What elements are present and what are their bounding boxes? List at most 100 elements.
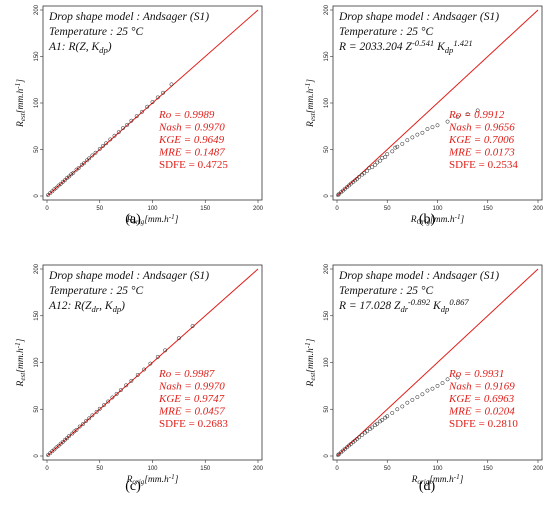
data-point (142, 367, 147, 372)
data-point (87, 416, 92, 421)
annotation-line: Temperature : 25 °C (339, 285, 433, 297)
x-tick-label: 150 (200, 466, 211, 472)
data-point (365, 429, 370, 434)
data-point (155, 354, 160, 359)
data-point (373, 162, 378, 167)
x-axis-label: Rorig[mm.h-1] (126, 213, 179, 226)
data-point (76, 166, 81, 171)
y-axis-label: Rest[mm.h-1] (14, 338, 27, 387)
data-point (378, 158, 383, 163)
y-axis-label: Rest[mm.h-1] (304, 79, 317, 128)
data-point (395, 144, 400, 149)
data-point (435, 383, 440, 388)
data-point (90, 413, 95, 418)
data-point (370, 165, 375, 170)
data-point (67, 434, 72, 438)
y-axis-label: Rest[mm.h-1] (14, 79, 27, 128)
data-point (145, 104, 150, 109)
data-point (48, 451, 53, 456)
data-point (100, 144, 105, 148)
y-tick-label: 200 (34, 4, 40, 15)
data-point (114, 391, 119, 396)
y-tick-label: 0 (324, 194, 330, 198)
y-tick-label: 50 (34, 146, 40, 153)
x-tick-label: 150 (483, 206, 494, 212)
y-tick-label: 100 (34, 97, 40, 108)
one-to-one-line (336, 9, 539, 197)
y-tick-label: 50 (324, 146, 330, 153)
x-tick-label: 150 (483, 466, 494, 472)
data-point (140, 109, 144, 114)
data-point (440, 381, 445, 386)
statistic-label: MRE = 0.0204 (448, 406, 515, 418)
data-point (445, 119, 450, 124)
data-point (56, 443, 61, 448)
one-to-one-line (336, 268, 539, 457)
data-point (97, 406, 102, 411)
data-point (405, 400, 410, 405)
data-point (190, 324, 195, 328)
statistic-label: SDFE = 0.2534 (449, 159, 518, 171)
x-tick-label: 0 (335, 206, 339, 212)
data-point (375, 160, 380, 165)
data-point (420, 392, 425, 397)
data-point (150, 100, 155, 105)
data-point (90, 153, 95, 158)
data-point (405, 138, 410, 143)
data-point (54, 185, 59, 190)
data-point (116, 130, 121, 135)
annotation-line: Drop shape model : Andsager (S1) (338, 270, 499, 282)
statistic-label: Ro = 0.9912 (448, 109, 505, 121)
annotation-line: A12: R(Zdr, Kdp) (48, 300, 125, 314)
y-tick-label: 100 (324, 97, 330, 108)
data-point (385, 414, 390, 419)
data-point (390, 149, 395, 154)
data-point (380, 418, 385, 422)
x-tick-label: 200 (533, 466, 544, 472)
data-point (70, 431, 75, 436)
data-point (50, 189, 55, 194)
statistic-label: SDFE = 0.4725 (159, 159, 228, 171)
statistic-label: Nash = 0.9656 (448, 122, 515, 134)
data-point (383, 415, 388, 420)
x-tick-label: 50 (96, 206, 103, 212)
panel-a: 0 50 100 150 200 0 50 100 150 200 Drop shape model… (14, 4, 263, 227)
x-axis-label: Rorig[mm.h-1] (411, 473, 464, 486)
data-point (110, 395, 115, 400)
statistic-label: MRE = 0.1487 (158, 147, 225, 159)
statistic-label: Nash = 0.9970 (158, 122, 225, 134)
data-point (383, 154, 388, 159)
data-point (60, 440, 65, 444)
y-tick-label: 50 (324, 405, 330, 412)
data-point (465, 112, 470, 117)
x-tick-label: 100 (432, 206, 443, 212)
annotation-line: Drop shape model : Andsager (S1) (48, 270, 209, 282)
annotation-line: R = 2033.204 Z-0.541 Kdp1.421 (338, 38, 473, 54)
y-tick-label: 150 (324, 51, 330, 62)
x-tick-label: 50 (96, 466, 103, 472)
data-point (336, 193, 340, 198)
x-tick-label: 50 (384, 466, 391, 472)
data-point (94, 409, 99, 414)
data-point (87, 156, 92, 161)
data-point (400, 404, 405, 409)
x-tick-label: 0 (45, 466, 49, 472)
statistic-label: KGE = 0.7006 (448, 134, 515, 146)
statistic-label: Nash = 0.9970 (158, 381, 225, 393)
panel-caption: (b) (419, 212, 436, 227)
data-point (74, 427, 79, 432)
statistic-label: Ro = 0.9987 (158, 368, 215, 380)
data-point (118, 388, 123, 393)
data-point (375, 421, 380, 426)
x-tick-label: 150 (200, 206, 211, 212)
statistic-label: MRE = 0.0457 (158, 406, 225, 418)
data-point (85, 158, 90, 163)
y-tick-label: 200 (324, 4, 330, 15)
y-tick-label: 150 (324, 310, 330, 321)
data-point (77, 424, 82, 429)
y-tick-label: 0 (34, 454, 40, 458)
data-point (176, 336, 181, 341)
data-point (400, 141, 405, 146)
data-point (363, 430, 368, 435)
